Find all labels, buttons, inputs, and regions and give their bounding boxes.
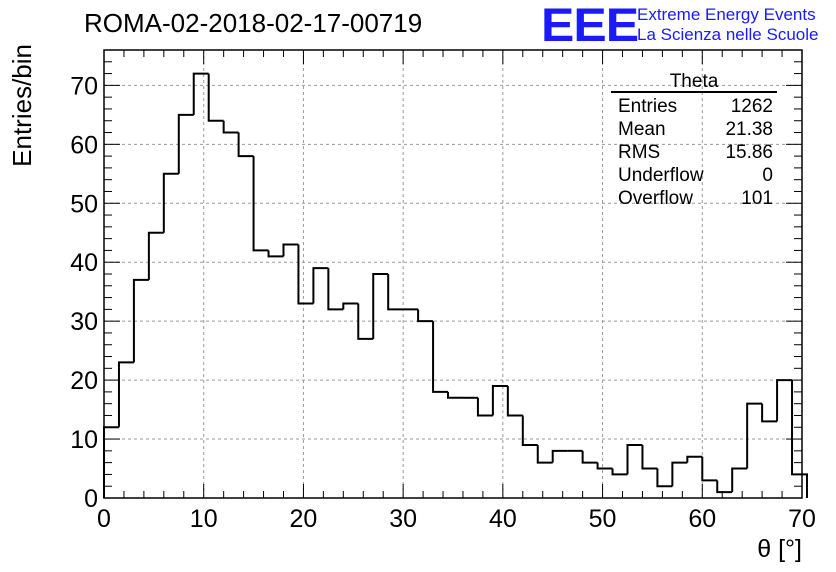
histogram-bin bbox=[387, 274, 404, 311]
histogram-bin bbox=[417, 309, 434, 323]
x-tick-label: 70 bbox=[788, 505, 816, 533]
stats-divider bbox=[611, 91, 777, 93]
histogram-bin bbox=[626, 443, 643, 475]
stats-value: 1262 bbox=[730, 96, 773, 117]
histogram-bin bbox=[776, 379, 793, 422]
y-tick-label: 70 bbox=[70, 72, 98, 100]
run-title: ROMA-02-2018-02-17-00719 bbox=[84, 8, 423, 38]
logo-line-2: La Scienza nelle Scuole bbox=[637, 25, 819, 44]
x-tick-label: 20 bbox=[290, 505, 318, 533]
histogram-bin bbox=[297, 244, 314, 305]
histogram-bin bbox=[716, 480, 733, 494]
y-tick-label: 30 bbox=[70, 308, 98, 336]
logo-line-1: Extreme Energy Events bbox=[637, 5, 816, 24]
stats-label: Underflow bbox=[618, 165, 704, 186]
histogram-bin bbox=[551, 449, 568, 463]
x-axis-label: θ [°] bbox=[757, 535, 802, 563]
histogram-bin bbox=[117, 361, 134, 428]
histogram-bin bbox=[611, 468, 628, 476]
tick-labels: 0 10 20 30 40 50 60 70 0 10 20 30 40 50 60 70 bbox=[70, 72, 816, 533]
histogram-bin bbox=[641, 444, 658, 470]
x-tick-label: 10 bbox=[190, 505, 218, 533]
histogram-bin bbox=[267, 250, 284, 258]
stats-row: Mean 21.38 bbox=[611, 118, 777, 141]
stats-value: 21.38 bbox=[725, 119, 773, 140]
histogram-bin bbox=[731, 467, 748, 493]
histogram-bin bbox=[536, 444, 553, 464]
histogram-bin bbox=[656, 468, 673, 488]
y-tick-label: 20 bbox=[70, 367, 98, 395]
histogram-bin bbox=[177, 113, 194, 174]
histogram-bin bbox=[372, 273, 389, 339]
histogram-bin bbox=[147, 231, 164, 280]
histogram-bin bbox=[746, 402, 763, 469]
stats-label: Overflow bbox=[618, 188, 693, 209]
eee-logo: EEE Extreme Energy Events La Scienza nel… bbox=[541, 0, 836, 52]
histogram-bin bbox=[282, 243, 299, 257]
stats-label: RMS bbox=[618, 142, 661, 163]
y-tick-label: 0 bbox=[84, 485, 98, 513]
stats-row: Underflow 0 bbox=[611, 164, 777, 187]
stats-box: Theta Entries 1262 Mean 21.38 RMS 15.86 … bbox=[611, 72, 777, 210]
x-tick-label: 60 bbox=[688, 505, 716, 533]
x-tick-label: 50 bbox=[589, 505, 617, 533]
stats-label: Mean bbox=[618, 119, 666, 140]
x-tick-label: 0 bbox=[97, 505, 111, 533]
stats-title: Theta bbox=[669, 71, 719, 92]
histogram-bin bbox=[192, 72, 209, 115]
stats-row: Overflow 101 bbox=[611, 187, 777, 210]
histogram-bin bbox=[162, 172, 179, 233]
histogram-bin bbox=[342, 302, 359, 310]
stats-value: 0 bbox=[762, 165, 773, 186]
histogram-bin bbox=[581, 450, 598, 464]
histogram-bin bbox=[671, 461, 688, 487]
x-tick-label: 40 bbox=[489, 505, 517, 533]
histogram-bin bbox=[761, 403, 778, 423]
histogram-bin bbox=[686, 455, 703, 463]
histogram-bin bbox=[357, 303, 374, 340]
y-axis-label: Entries/bin bbox=[7, 44, 37, 167]
histogram-bin bbox=[312, 267, 329, 304]
y-tick-label: 60 bbox=[70, 131, 98, 159]
histogram-bin bbox=[132, 278, 149, 363]
histogram-bin bbox=[432, 321, 449, 393]
stats-row: Entries 1262 bbox=[611, 95, 777, 118]
stats-value: 15.86 bbox=[725, 142, 773, 163]
stats-row: RMS 15.86 bbox=[611, 141, 777, 164]
histogram-bin bbox=[596, 462, 613, 470]
histogram-bin bbox=[237, 132, 254, 158]
axis-ticks bbox=[103, 49, 803, 499]
histogram-bin bbox=[207, 73, 224, 122]
stats-value: 101 bbox=[741, 188, 773, 209]
histogram-bin bbox=[327, 268, 344, 311]
histogram-bin bbox=[521, 415, 538, 446]
y-tick-label: 10 bbox=[70, 426, 98, 454]
y-tick-label: 40 bbox=[70, 249, 98, 277]
grid-lines bbox=[104, 50, 802, 498]
histogram-bin bbox=[222, 120, 239, 134]
x-tick-label: 30 bbox=[389, 505, 417, 533]
histogram-bin bbox=[701, 456, 718, 482]
stats-label: Entries bbox=[618, 96, 678, 117]
logo-mark: EEE bbox=[541, 0, 639, 52]
histogram-bin bbox=[252, 156, 269, 252]
histogram-bin bbox=[491, 385, 508, 416]
histogram-bin bbox=[447, 391, 463, 399]
y-tick-label: 50 bbox=[70, 190, 98, 218]
histogram-bin bbox=[476, 397, 493, 417]
histogram-bin bbox=[506, 386, 523, 417]
